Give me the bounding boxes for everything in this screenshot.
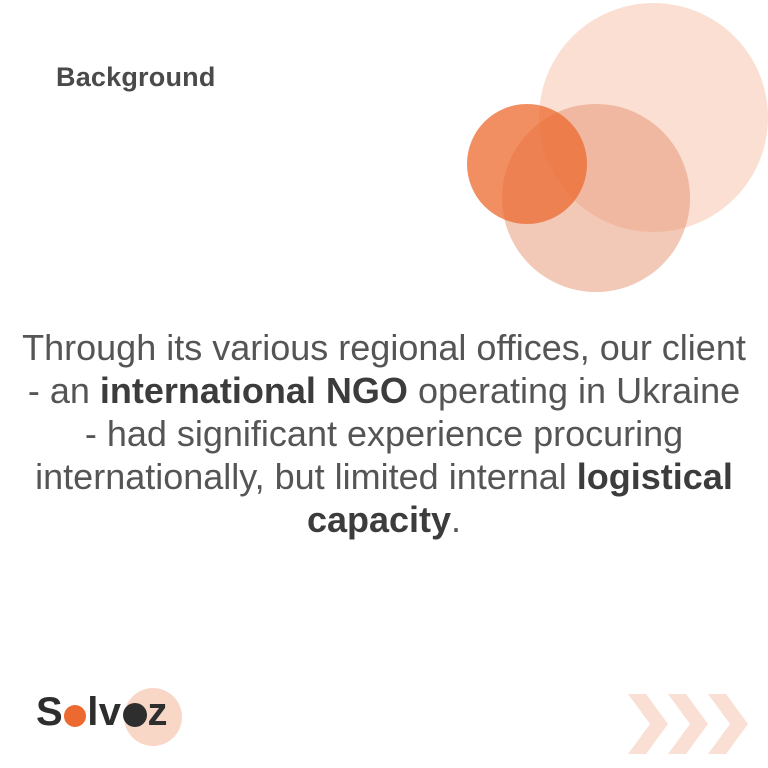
body-highlight-ngo: international NGO: [99, 370, 408, 411]
logo-o-dark-icon: [122, 703, 147, 727]
body-highlight-capacity: logistical capacity: [306, 456, 733, 540]
body-text-3: .: [451, 499, 462, 540]
chevron-1-icon: [628, 694, 668, 754]
chevron-3-icon: [708, 694, 748, 754]
body-paragraph: Through its various regional offices, ou…: [20, 326, 748, 541]
chevron-2-icon: [668, 694, 708, 754]
triple-chevron-right-icon: [628, 694, 748, 754]
logo-o-dot-icon: [64, 705, 87, 727]
body-text-1: Through its various regional offices, ou…: [22, 327, 746, 411]
body-text-2: operating in Ukraine - had significant e…: [35, 370, 741, 497]
small-circle: [467, 104, 587, 224]
section-heading: Background: [56, 62, 216, 92]
